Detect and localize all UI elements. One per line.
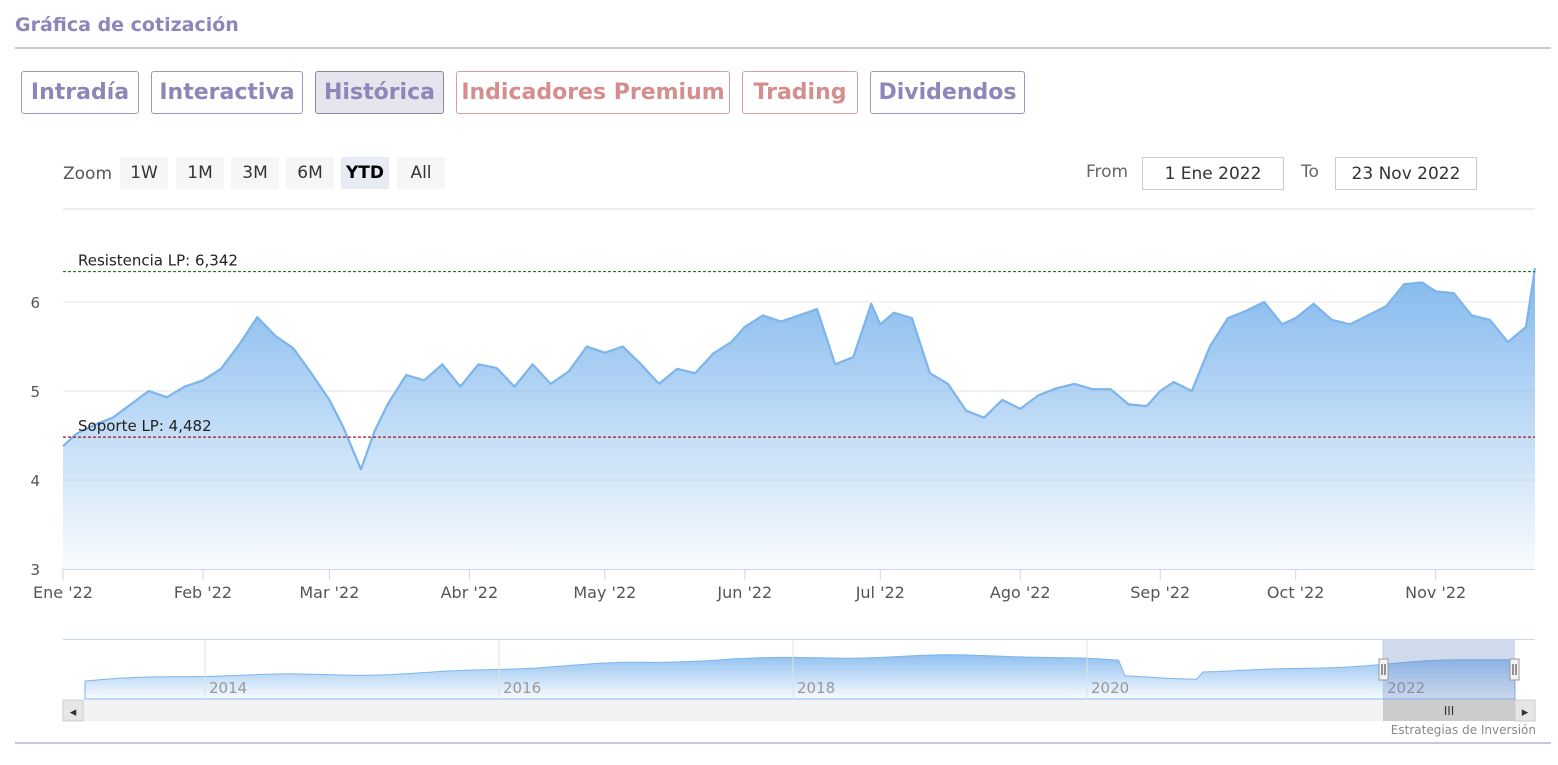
zoom-1m-button[interactable]: 1M bbox=[176, 157, 224, 189]
from-label: From bbox=[1086, 162, 1129, 182]
scroll-right-arrow-icon: ▸ bbox=[1522, 705, 1529, 720]
tab-historica[interactable]: Histórica bbox=[315, 71, 444, 114]
y-tick-label: 5 bbox=[30, 383, 40, 401]
scrollbar-right-button[interactable] bbox=[1514, 699, 1536, 722]
x-tick-label: May '22 bbox=[573, 583, 636, 602]
navigator-area bbox=[84, 654, 1516, 700]
tab-intradia[interactable]: Intradía bbox=[21, 71, 139, 114]
x-tick-label: Ago '22 bbox=[990, 583, 1051, 602]
navigator-tick-label: 2022 bbox=[1387, 679, 1425, 697]
resistance-label: Resistencia LP: 6,342 bbox=[78, 252, 238, 270]
tab-trading[interactable]: Trading bbox=[742, 71, 858, 114]
scrollbar-thumb[interactable] bbox=[1383, 700, 1515, 721]
from-date-input[interactable]: 1 Ene 2022 bbox=[1142, 157, 1284, 190]
zoom-ytd-button[interactable]: YTD bbox=[341, 157, 389, 189]
zoom-1w-button[interactable]: 1W bbox=[120, 157, 168, 189]
to-date-input[interactable]: 23 Nov 2022 bbox=[1335, 157, 1477, 190]
price-line bbox=[62, 268, 1537, 471]
zoom-3m-button[interactable]: 3M bbox=[231, 157, 279, 189]
zoom-6m-button[interactable]: 6M bbox=[286, 157, 334, 189]
scrollbar-track[interactable] bbox=[63, 700, 1535, 721]
x-tick-label: Abr '22 bbox=[441, 583, 499, 602]
x-tick-label: Oct '22 bbox=[1267, 583, 1325, 602]
navigator-selection[interactable] bbox=[1383, 640, 1515, 700]
zoom-all-button[interactable]: All bbox=[397, 157, 445, 189]
x-tick-label: Jul '22 bbox=[855, 583, 905, 602]
navigator-tick-label: 2014 bbox=[209, 679, 247, 697]
to-label: To bbox=[1301, 162, 1319, 182]
y-tick-label: 3 bbox=[30, 561, 40, 579]
zoom-label: Zoom bbox=[63, 164, 113, 184]
section-title: Gráfica de cotización bbox=[15, 14, 239, 36]
y-tick-label: 6 bbox=[30, 294, 40, 312]
x-tick-label: Nov '22 bbox=[1405, 583, 1466, 602]
x-tick-label: Sep '22 bbox=[1130, 583, 1190, 602]
navigator-right-handle[interactable] bbox=[1509, 658, 1520, 681]
support-label: Soporte LP: 4,482 bbox=[78, 417, 212, 435]
navigator-tick-label: 2016 bbox=[503, 679, 541, 697]
title-divider bbox=[15, 47, 1551, 49]
x-tick-label: Jun '22 bbox=[716, 583, 772, 602]
x-tick-label: Mar '22 bbox=[299, 583, 359, 602]
y-tick-label: 4 bbox=[30, 472, 40, 490]
bottom-divider bbox=[15, 742, 1551, 744]
tab-dividendos[interactable]: Dividendos bbox=[870, 71, 1025, 114]
scrollbar-left-button[interactable] bbox=[62, 699, 84, 722]
scroll-left-arrow-icon: ◂ bbox=[70, 705, 77, 720]
navigator-tick-label: 2018 bbox=[797, 679, 835, 697]
x-tick-label: Ene '22 bbox=[33, 583, 93, 602]
tab-indicadores-premium[interactable]: Indicadores Premium bbox=[456, 71, 730, 114]
chart-credits[interactable]: Estrategias de Inversión bbox=[1390, 723, 1536, 737]
price-area bbox=[63, 268, 1535, 569]
scrollbar-thumb-grip: III bbox=[1444, 704, 1455, 718]
navigator-left-handle[interactable] bbox=[1378, 658, 1389, 681]
x-tick-label: Feb '22 bbox=[174, 583, 232, 602]
navigator-tick-label: 2020 bbox=[1091, 679, 1129, 697]
tab-interactiva[interactable]: Interactiva bbox=[151, 71, 303, 114]
